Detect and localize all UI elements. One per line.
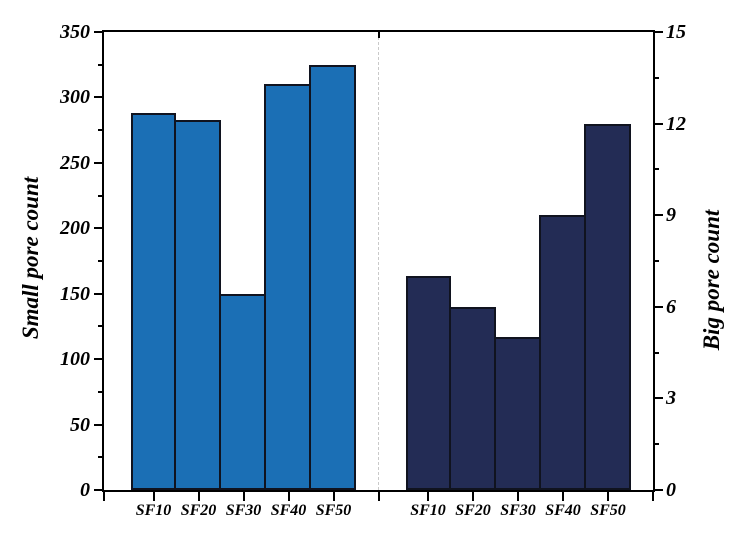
big-pore-xlabel-sf50: SF50 [590,502,626,519]
small-pore-xtick-sf40 [287,492,290,501]
big-pore-xlabel-sf20: SF20 [455,502,491,519]
small-pore-ytick-label-0: 0 [80,479,90,501]
small-pore-ytick-label-150: 150 [60,282,90,305]
big-pore-ytick-10.5 [655,168,659,171]
small-pore-xlabel-sf20: SF20 [180,502,217,519]
top-center-tick [377,32,380,38]
big-pore-xtick-sf30 [517,492,519,501]
small-pore-ytick-label-300: 300 [60,86,90,109]
big-pore-bar-sf40 [538,215,586,490]
small-pore-ytick-250 [94,161,102,164]
small-pore-ytick-150 [94,292,102,295]
big-pore-xtick-sf50 [607,492,609,501]
big-pore-xtick-sf40 [562,492,564,501]
small-pore-ytick-75 [98,390,102,393]
big-pore-ytick-label-6: 6 [666,295,676,318]
small-pore-bar-sf20 [174,120,221,490]
left-axis-title: Small pore count [18,176,43,340]
small-pore-xlabel-sf30: SF30 [225,502,262,519]
big-pore-xtick-sf20 [472,492,474,501]
small-pore-ytick-25 [98,456,102,459]
small-pore-ytick-label-250: 250 [60,151,90,174]
small-pore-xtick-sf30 [242,492,245,501]
big-pore-ytick-15 [655,31,663,33]
small-pore-ytick-300 [94,96,102,99]
big-pore-xlabel-sf10: SF10 [410,502,446,519]
plot-area: SF10 SF20 SF30 SF40 SF50 0 50 100 150 200 250 300 35… [60,21,686,519]
bottom-axis-right-corner-tick [652,492,654,501]
small-pore-xlabel-sf10: SF10 [135,502,172,519]
big-pore-ytick-label-0: 0 [666,479,676,501]
small-pore-ytick-100 [94,358,102,361]
small-pore-ytick-label-350: 350 [60,21,90,43]
big-pore-ytick-12 [655,122,663,125]
small-pore-ytick-175 [98,260,102,262]
big-pore-ytick-label-9: 9 [666,204,676,227]
big-pore-bar-sf30 [493,337,541,490]
big-pore-ytick-label-12: 12 [666,112,686,135]
small-pore-xtick-sf50 [332,492,335,501]
small-pore-ytick-200 [94,227,102,230]
big-pore-ytick-9 [655,214,663,217]
small-pore-ytick-label-50: 50 [70,413,90,436]
small-pore-ytick-275 [98,129,102,132]
big-pore-ytick-3 [655,397,663,400]
small-pore-ytick-50 [94,423,102,426]
right-axis-title: Big pore count [699,209,724,351]
small-pore-xtick-sf20 [197,492,200,501]
small-pore-ytick-0 [94,489,102,491]
small-pore-bar-sf50 [309,65,356,490]
big-pore-ytick-label-3: 3 [666,387,676,410]
big-pore-bar-sf10 [405,276,451,490]
big-pore-xtick-sf10 [427,492,429,501]
small-pore-ytick-350 [94,31,102,33]
big-pore-ytick-4.5 [655,351,659,354]
small-pore-ytick-label-100: 100 [60,348,90,371]
big-pore-ytick-1.5 [655,443,659,446]
big-pore-xlabel-sf40: SF40 [545,502,581,519]
big-pore-bar-sf20 [448,307,496,490]
panel-separator-dashed-line [378,32,379,490]
big-pore-ytick-7.5 [655,260,659,262]
small-pore-ytick-325 [98,63,102,66]
small-pore-ytick-125 [98,325,102,328]
big-pore-xlabel-sf30: SF30 [500,502,536,519]
bottom-axis-left-corner-tick [103,492,105,501]
small-pore-xlabel-sf40: SF40 [270,502,307,519]
small-pore-ytick-label-200: 200 [60,217,90,240]
bottom-axis-separator-tick [377,492,380,501]
small-pore-bar-sf10 [131,113,176,490]
big-pore-bar-sf50 [583,124,631,490]
big-pore-ytick-0 [655,489,663,491]
big-pore-ytick-label-15: 15 [666,21,686,43]
small-pore-bar-sf30 [219,294,266,490]
small-pore-ytick-225 [98,194,102,197]
small-pore-bar-sf40 [264,84,311,490]
big-pore-ytick-6 [655,305,663,308]
big-pore-ytick-13.5 [655,76,659,79]
small-pore-xlabel-sf50: SF50 [315,502,352,519]
small-pore-xtick-sf10 [152,492,155,501]
